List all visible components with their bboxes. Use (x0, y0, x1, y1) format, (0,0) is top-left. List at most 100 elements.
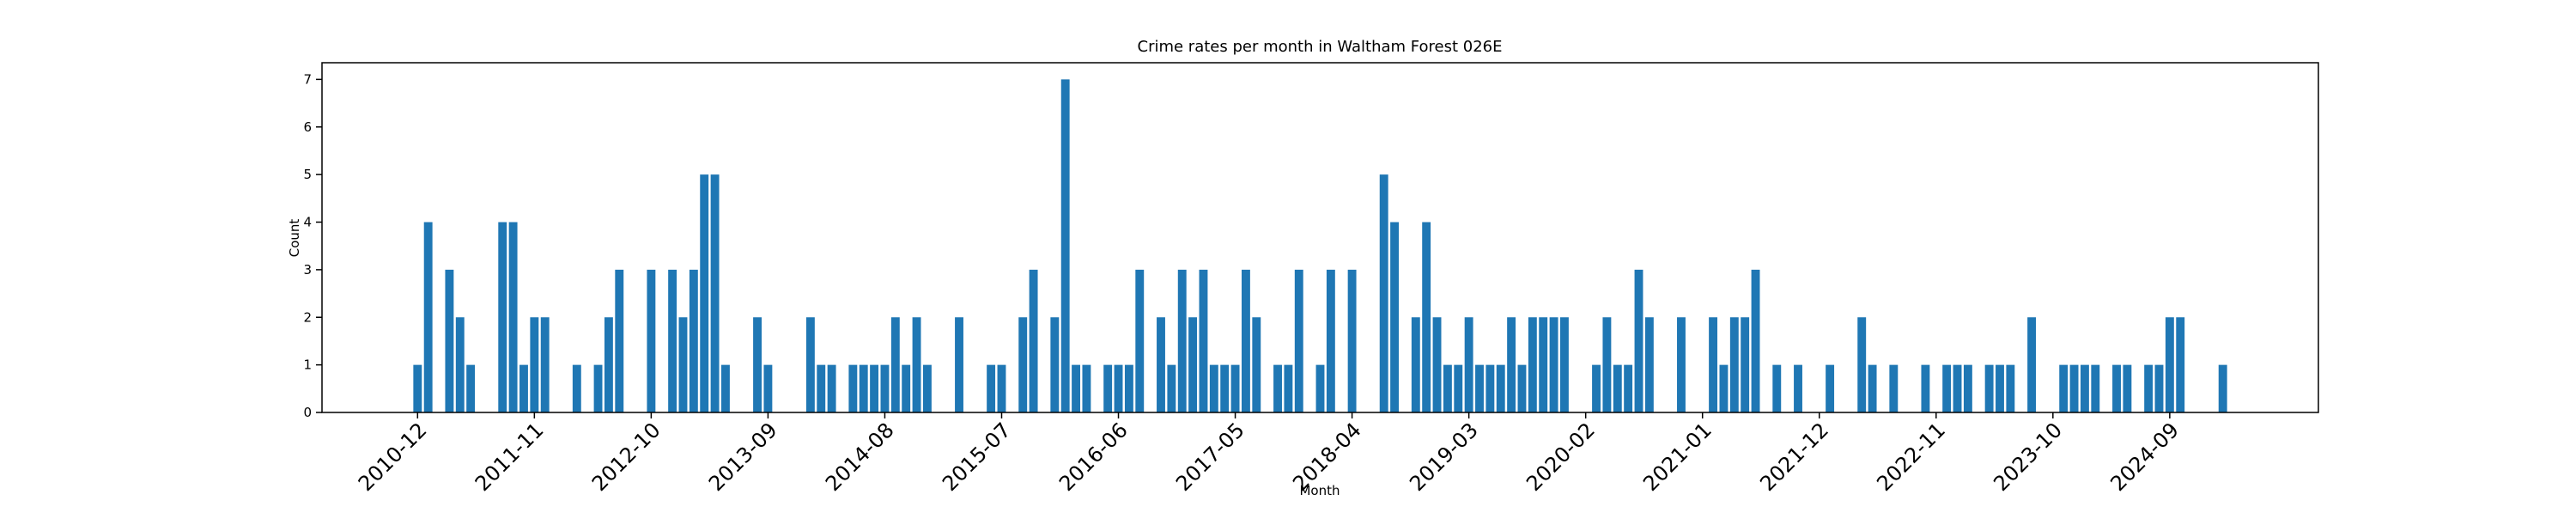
bar (1996, 364, 2004, 412)
bar (2059, 364, 2069, 412)
bar (2176, 317, 2185, 412)
bar (1167, 364, 1176, 412)
bar (1082, 364, 1091, 412)
bar (466, 364, 476, 412)
bar (1209, 364, 1218, 412)
bar (1826, 364, 1835, 412)
y-axis-label: Count (287, 219, 302, 258)
bar (1157, 317, 1165, 412)
bar (1889, 364, 1899, 412)
bar (1411, 317, 1420, 412)
bar (710, 174, 720, 412)
bar (870, 364, 879, 412)
bar (1050, 317, 1060, 412)
bar (912, 317, 921, 412)
bar (1432, 317, 1442, 412)
bar (1454, 364, 1463, 412)
bar (498, 222, 507, 412)
y-tick-label: 0 (303, 405, 312, 420)
bar (647, 269, 656, 412)
x-axis-label: Month (1299, 483, 1340, 498)
bar (2144, 364, 2154, 412)
bar (1379, 174, 1388, 412)
bar (1326, 269, 1335, 412)
bar (413, 364, 422, 412)
bar (445, 269, 454, 412)
bar (1963, 364, 1972, 412)
y-tick-label: 5 (303, 167, 312, 182)
bar (1241, 269, 1250, 412)
bar (1953, 364, 1962, 412)
bar (530, 317, 539, 412)
bar (1018, 317, 1028, 412)
y-tick-label: 4 (303, 215, 312, 230)
bar (1772, 364, 1782, 412)
bar (859, 364, 868, 412)
bar (2165, 317, 2174, 412)
bar (2006, 364, 2015, 412)
bar (1942, 364, 1952, 412)
bar (890, 317, 900, 412)
bar (700, 174, 709, 412)
bar (1719, 364, 1728, 412)
bar (1485, 364, 1495, 412)
bar (1220, 364, 1230, 412)
bar (1177, 269, 1187, 412)
bar (1475, 364, 1484, 412)
bar (1230, 364, 1240, 412)
bar (1709, 317, 1718, 412)
bar (1559, 317, 1569, 412)
bar (1188, 317, 1198, 412)
bar (1602, 317, 1612, 412)
bar (805, 317, 815, 412)
bar (1114, 364, 1123, 412)
bar (902, 364, 911, 412)
bar (2218, 364, 2227, 412)
bar (1072, 364, 1081, 412)
bar (593, 364, 603, 412)
bar (1347, 269, 1357, 412)
bar (1517, 364, 1527, 412)
bar (1294, 269, 1303, 412)
bar (1060, 79, 1070, 412)
bar (2154, 364, 2164, 412)
bar (1464, 317, 1473, 412)
plot-frame (321, 62, 2319, 413)
bar (1794, 364, 1802, 412)
bar (689, 269, 698, 412)
bar (2027, 317, 2037, 412)
bar (668, 269, 677, 412)
bar (763, 364, 773, 412)
bar (1199, 269, 1208, 412)
bar (1549, 317, 1558, 412)
bar (848, 364, 858, 412)
y-tick-label: 2 (303, 309, 312, 325)
bar (1624, 364, 1633, 412)
bar (1103, 364, 1113, 412)
bar (423, 222, 433, 412)
bar (1507, 317, 1516, 412)
bar (2112, 364, 2121, 412)
bar (2123, 364, 2132, 412)
bar (1124, 364, 1133, 412)
y-tick-label: 6 (303, 119, 312, 135)
bar (604, 317, 613, 412)
bar (1422, 222, 1431, 412)
bar (1443, 364, 1452, 412)
bar (1613, 364, 1622, 412)
bar (1284, 364, 1293, 412)
bar (678, 317, 688, 412)
bar (753, 317, 762, 412)
y-tick-label: 7 (303, 71, 312, 87)
bar (817, 364, 826, 412)
bar (1751, 269, 1760, 412)
chart-title: Crime rates per month in Waltham Forest … (1138, 38, 1503, 56)
bar (2069, 364, 2079, 412)
y-tick-label: 3 (303, 262, 312, 278)
bar (572, 364, 581, 412)
bar (1634, 269, 1643, 412)
bar (1868, 364, 1877, 412)
